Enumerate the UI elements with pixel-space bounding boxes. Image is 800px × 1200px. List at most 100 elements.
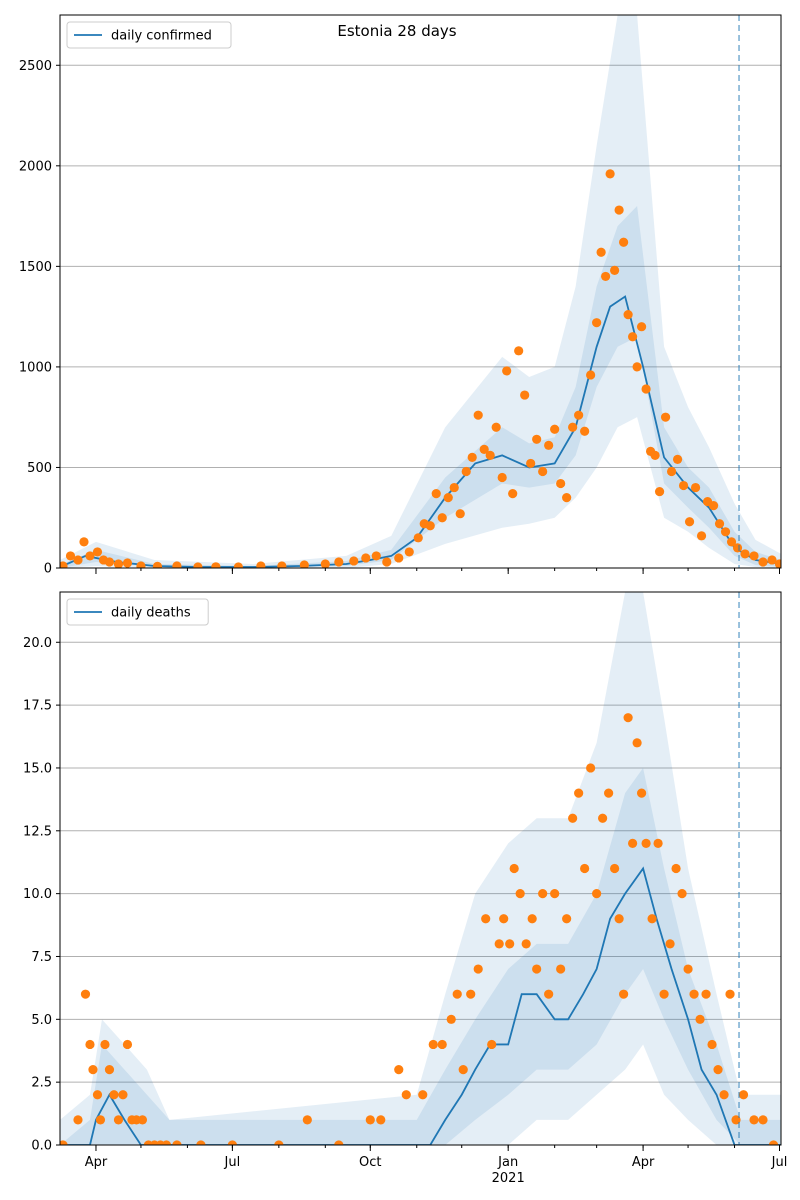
observed-point [196,1140,206,1145]
observed-point [550,424,560,434]
observed-point [401,1090,411,1100]
observed-point [623,310,633,320]
observed-point [382,557,392,567]
y-tick-label: 5.0 [31,1013,52,1028]
observed-point [137,1115,148,1125]
observed-point [473,964,483,974]
observed-point [334,1140,344,1145]
legend-label: daily confirmed [111,29,212,44]
observed-point [695,1014,705,1024]
y-tick-label: 15.0 [23,761,52,776]
observed-point [494,939,504,949]
observed-point [604,788,614,798]
observed-point [653,838,663,848]
confidence-band-outer [60,592,781,1145]
observed-point [592,318,602,328]
observed-point [758,1115,768,1125]
series-line [60,866,781,1145]
y-tick-label: 12.5 [23,824,52,839]
observed-point [527,914,537,924]
observed-point [749,1115,759,1125]
observed-point [172,561,182,568]
y-tick-label: 0.0 [31,1139,52,1154]
observed-point [104,557,115,567]
observed-point [636,322,647,332]
observed-point [60,561,68,568]
confirmed-panel: 0 500 1000 1500 2000 2500 daily confirmed [19,14,782,577]
plot-frame [59,591,782,1146]
deaths-panel: 0.0 2.5 5.0 7.5 10.0 12.5 15.0 17.5 20.0 Apr Jul Oc… [23,591,787,1186]
observed-point [499,914,509,924]
observed-point [92,1090,103,1100]
observed-point [672,454,683,465]
observed-point [562,493,572,503]
observed-point [632,362,642,372]
observed-point [161,1140,172,1145]
observed-point [671,863,681,874]
confidence-band-inner [60,206,781,568]
observed-point [614,205,624,215]
observed-point [550,889,560,899]
observed-point [418,1090,428,1100]
observed-point [707,1039,717,1050]
observed-point [619,989,629,999]
observed-point [767,555,777,565]
observed-point [713,1064,723,1075]
observed-point [505,939,515,949]
observed-point [636,788,647,798]
confidence-band-inner [60,767,781,1145]
observed-point [601,271,611,282]
observed-point [586,370,596,380]
observed-point [605,169,615,179]
observed-point [113,559,124,568]
observed-point [446,1014,456,1024]
observed-point [641,384,651,394]
observed-point [614,914,624,924]
x-year-label: 2021 [492,1171,525,1186]
y-tick-label: 1500 [19,260,52,275]
observed-point [580,426,590,436]
y-tick-label: 7.5 [31,950,52,965]
observed-point [683,964,693,974]
observed-point [349,556,359,566]
observed-point [136,561,146,568]
observed-point [437,513,447,523]
observed-point [719,1090,729,1100]
observed-point [740,549,750,559]
observed-point [65,551,76,561]
observed-point [491,422,501,432]
observed-point [647,914,657,924]
legend-label: daily deaths [111,606,191,621]
observed-point [526,458,536,469]
y-tick-label: 0 [44,562,52,577]
chart-title: Estonia 28 days [337,22,456,40]
observed-point [538,466,548,477]
observed-point [122,1039,133,1050]
observed-point [365,1115,375,1125]
observed-point [666,466,677,477]
observed-point [708,501,719,511]
observed-point [641,838,651,848]
observed-point [586,763,596,773]
y-tick-label: 10.0 [23,887,52,902]
observed-point [193,562,203,568]
observed-point [628,838,638,848]
legend: daily deaths [66,598,209,626]
observed-point [514,346,524,356]
observed-point [425,521,435,531]
observed-point [73,555,83,565]
x-tick-label: Jul [224,1155,241,1170]
observed-point [596,247,606,257]
observed-point [650,450,660,460]
observed-point [211,562,221,568]
observed-point [233,562,243,568]
observed-point [79,537,89,547]
legend-box [66,598,209,626]
observed-point [394,553,404,563]
observed-point [738,1090,749,1100]
observed-point [714,519,725,529]
observed-point [574,788,584,798]
observed-point [473,410,483,420]
y-tick-label: 2500 [19,59,52,74]
observed-point [532,434,542,444]
